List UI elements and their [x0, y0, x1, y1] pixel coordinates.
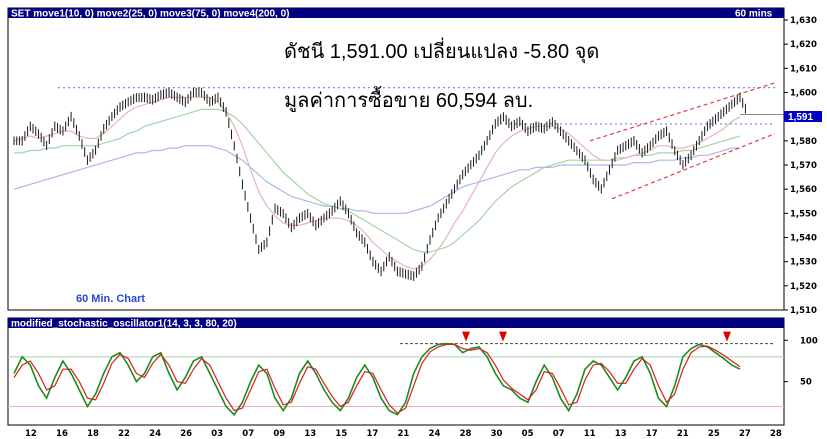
index-annotation: ดัชนี 1,591.00 เปลี่ยนแปลง -5.80 จุด [284, 37, 599, 64]
stochastic-d-line [13, 343, 741, 414]
date-tick-label: 07 [242, 429, 254, 439]
chart-note: 60 Min. Chart [76, 293, 145, 305]
date-tick-label: 11 [584, 429, 596, 439]
price-tick-label: 1,580 [790, 137, 817, 147]
oscillator-title-bar [8, 318, 784, 328]
date-tick-label: 17 [646, 429, 658, 439]
date-tick-label: 26 [180, 429, 192, 439]
price-tick-label: 1,540 [790, 234, 817, 244]
channel-lower [611, 133, 776, 200]
price-title: SET move1(10, 0) move2(25, 0) move3(75, … [11, 9, 289, 20]
trend-lines [58, 82, 776, 200]
signal-arrow [462, 331, 470, 342]
oscillator-tick-label: 100 [800, 336, 818, 346]
channel-upper [589, 82, 776, 142]
date-tick-label: 13 [615, 429, 627, 439]
stochastic-k-line [13, 342, 741, 416]
price-tick-label: 1,510 [790, 306, 817, 316]
date-tick-label: 17 [366, 429, 378, 439]
price-pane [7, 7, 785, 311]
date-tick-label: 15 [335, 429, 347, 439]
date-tick-label: 22 [118, 429, 130, 439]
moving-averages [13, 96, 741, 270]
date-tick-label: 21 [398, 429, 410, 439]
price-tick-label: 1,550 [790, 209, 817, 219]
date-tick-label: 16 [56, 429, 68, 439]
oscillator-tick-label: 50 [800, 378, 812, 388]
oscillator-title: modified_stochastic_oscillator1(14, 3, 3… [11, 319, 237, 330]
price-tick-label: 1,600 [790, 89, 817, 99]
date-tick-label: 09 [273, 429, 285, 439]
ma10-line [13, 96, 741, 270]
date-tick-label: 28 [460, 429, 472, 439]
date-tick-label: 21 [677, 429, 689, 439]
date-tick-label: 30 [491, 429, 503, 439]
date-tick-label: 24 [429, 429, 441, 439]
date-tick-label: 18 [87, 429, 99, 439]
signal-arrow [723, 331, 731, 342]
timeframe-label: 60 mins [735, 9, 773, 20]
date-tick-label: 13 [304, 429, 316, 439]
date-tick-label: 03 [211, 429, 223, 439]
date-tick-label: 07 [553, 429, 565, 439]
date-tick-label: 25 [708, 429, 720, 439]
price-tick-label: 1,570 [790, 161, 817, 171]
price-y-axis: 1,6301,6201,6101,6001,5901,5801,5701,560… [784, 16, 817, 316]
price-tick-label: 1,620 [790, 40, 817, 50]
oscillator-y-axis: 100 50 [784, 336, 818, 388]
oscillator-pane [7, 317, 785, 426]
last-price-box [784, 111, 822, 122]
date-tick-label: 28 [770, 429, 782, 439]
date-tick-label: 27 [739, 429, 751, 439]
price-tick-label: 1,560 [790, 185, 817, 195]
price-tick-label: 1,630 [790, 16, 817, 26]
price-tick-label: 1,610 [790, 64, 817, 74]
signal-arrows [462, 331, 731, 342]
date-axis: 12 16 18 22 24 26 03 07 09 13 15 17 21 24 28 30 05 07 11 13… [25, 429, 782, 439]
price-bars [13, 87, 784, 281]
price-tick-label: 1,520 [790, 282, 817, 292]
value-annotation: มูลค่าการซื้อขาย 60,594 ลบ. [284, 86, 533, 113]
price-title-bar [8, 8, 784, 18]
date-tick-label: 24 [149, 429, 161, 439]
price-tick-label: 1,530 [790, 258, 817, 268]
ma25-line [14, 108, 741, 253]
date-tick-label: 05 [522, 429, 534, 439]
stochastic-lines [8, 342, 784, 416]
date-tick-label: 12 [25, 429, 37, 439]
signal-arrow [499, 331, 507, 342]
last-price-label: 1,591 [788, 112, 813, 123]
ma75-line [13, 145, 740, 214]
